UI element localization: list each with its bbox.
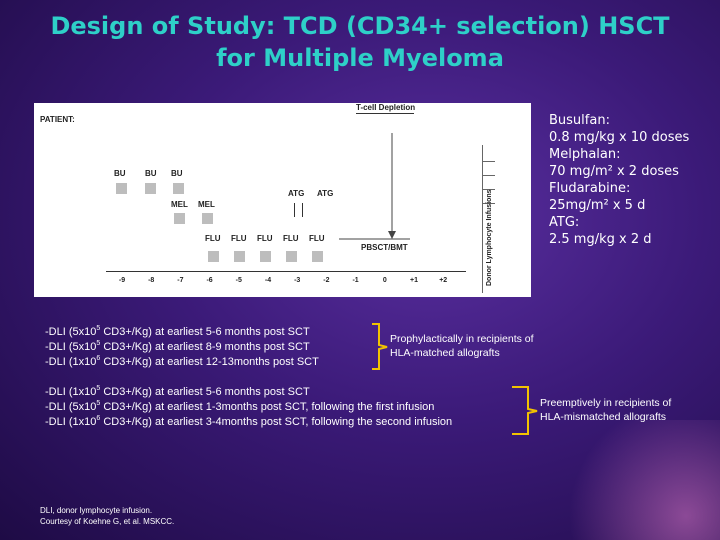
title-line-2: for Multiple Myeloma [216, 44, 504, 72]
flu-dose-box [234, 251, 245, 262]
bu-label: BU [114, 169, 126, 178]
bu-dose-box [116, 183, 127, 194]
atg-label: ATG [288, 189, 305, 198]
drug-dosing-list: Busulfan: 0.8 mg/kg x 10 doses Melphalan… [549, 112, 689, 248]
bu-label: BU [145, 169, 157, 178]
flu-dose-box [208, 251, 219, 262]
dli-line: -DLI (1x105 CD3+/Kg) at earliest 5-6 mon… [45, 385, 310, 398]
drug-line: ATG: [549, 215, 580, 230]
dli-line: -DLI (5x105 CD3+/Kg) at earliest 5-6 mon… [45, 325, 310, 338]
timeline-axis [106, 271, 466, 272]
title-line-1: Design of Study: TCD (CD34+ selection) H… [50, 12, 670, 40]
dli-vertical-label: Donor Lymphocyte Infusions [486, 189, 493, 286]
transplant-arrow [339, 133, 410, 240]
tcell-depletion-label: T-cell Depletion [356, 103, 416, 112]
tick-label: -4 [264, 277, 272, 284]
prophylactic-note: Prophylactically in recipients of HLA-ma… [390, 333, 534, 359]
preemptive-bracket [512, 386, 538, 435]
bu-dose-box [173, 183, 184, 194]
prophylactic-bracket [372, 323, 388, 370]
slide-title: Design of Study: TCD (CD34+ selection) H… [0, 10, 720, 74]
tick-label: -9 [118, 277, 126, 284]
atg-bar [302, 203, 303, 217]
dli-line: -DLI (5x105 CD3+/Kg) at earliest 8-9 mon… [45, 340, 310, 353]
mel-label: MEL [171, 200, 188, 209]
tcell-underline [356, 113, 414, 114]
patient-label: PATIENT: [40, 115, 75, 124]
drug-line: Fludarabine: [549, 181, 631, 196]
tick-label: +1 [410, 277, 418, 284]
atg-label: ATG [317, 189, 334, 198]
flu-dose-box [260, 251, 271, 262]
tick-label: 0 [382, 277, 387, 284]
dli-schedule-preemptive: -DLI (1x105 CD3+/Kg) at earliest 5-6 mon… [45, 385, 452, 430]
flu-dose-box [286, 251, 297, 262]
mel-dose-box [202, 213, 213, 224]
tick-label: -7 [177, 277, 184, 284]
tick-label: -2 [323, 277, 330, 284]
flu-dose-box [312, 251, 323, 262]
flu-label: FLU [231, 234, 247, 243]
flu-label: FLU [205, 234, 221, 243]
tick-label: -3 [294, 277, 301, 284]
flu-label: FLU [309, 234, 325, 243]
drug-line: Melphalan: [549, 147, 621, 162]
dli-bracket [482, 145, 499, 293]
drug-line: 70 mg/m² x 2 doses [549, 164, 679, 179]
tick-label: -5 [235, 277, 242, 284]
mel-label: MEL [198, 200, 215, 209]
study-design-figure: PATIENT: T-cell Depletion BU BU BU MEL M… [34, 103, 531, 297]
dli-line: -DLI (5x105 CD3+/Kg) at earliest 1-3mont… [45, 400, 435, 413]
figure-credit: DLI, donor lymphocyte infusion. Courtesy… [40, 506, 175, 526]
tick-label: -1 [352, 277, 359, 284]
dli-schedule-prophylactic: -DLI (5x105 CD3+/Kg) at earliest 5-6 mon… [45, 325, 319, 370]
tick-label: -8 [148, 277, 155, 284]
bu-dose-box [145, 183, 156, 194]
drug-line: 25mg/m² x 5 d [549, 198, 646, 213]
drug-line: 0.8 mg/kg x 10 doses [549, 130, 690, 145]
preemptive-note: Preemptively in recipients of HLA-mismat… [540, 397, 672, 423]
corner-decoration [550, 420, 720, 540]
flu-label: FLU [257, 234, 273, 243]
drug-line: Busulfan: [549, 113, 610, 128]
flu-label: FLU [283, 234, 299, 243]
dli-line: -DLI (1x106 CD3+/Kg) at earliest 12-13mo… [45, 355, 319, 368]
mel-dose-box [174, 213, 185, 224]
dli-line: -DLI (1x106 CD3+/Kg) at earliest 3-4mont… [45, 415, 453, 428]
atg-bar [294, 203, 295, 217]
tick-label: -6 [206, 277, 213, 284]
drug-line: 2.5 mg/kg x 2 d [549, 232, 652, 247]
pbsct-label: PBSCT/BMT [361, 243, 408, 252]
tick-label: +2 [439, 277, 448, 284]
bu-label: BU [171, 169, 183, 178]
